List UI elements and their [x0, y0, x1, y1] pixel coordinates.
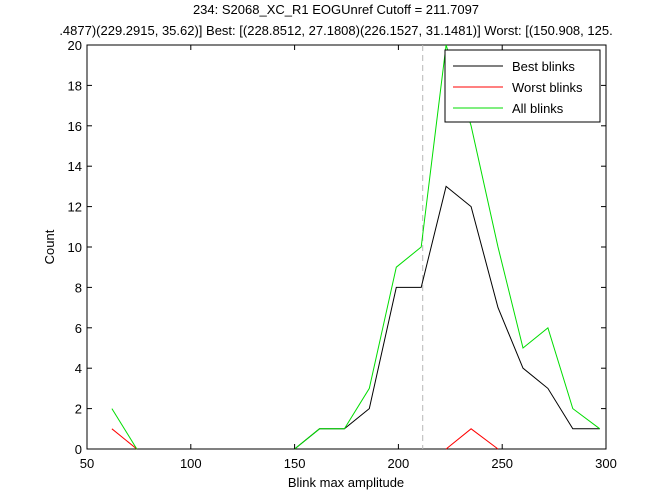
series-line-2-segment-1 [294, 44, 601, 450]
chart-title-line-2: .4877)(229.2915, 35.62)] Best: [(228.851… [59, 23, 612, 38]
x-tick-label: 200 [388, 456, 410, 471]
x-tick-label: 100 [180, 456, 202, 471]
series-line-1-segment-0 [111, 428, 138, 450]
y-tick-label: 12 [68, 200, 82, 215]
x-tick-label: 150 [284, 456, 306, 471]
y-tick-label: 20 [68, 38, 82, 53]
series-line-1-segment-1 [445, 428, 499, 450]
x-axis-title: Blink max amplitude [288, 475, 404, 490]
x-tick-label: 300 [595, 456, 617, 471]
legend-label-all: All blinks [512, 101, 564, 116]
legend-label-worst: Worst blinks [512, 80, 583, 95]
y-tick-label: 18 [68, 78, 82, 93]
legend-label-best: Best blinks [512, 59, 575, 74]
y-tick-label: 16 [68, 119, 82, 134]
y-tick-label: 8 [75, 280, 82, 295]
y-axis-title: Count [42, 229, 57, 264]
legend: Best blinks Worst blinks All blinks [444, 49, 601, 123]
legend-box [444, 49, 601, 123]
y-tick-label: 10 [68, 240, 82, 255]
y-tick-label: 4 [75, 361, 82, 376]
y-tick-label: 2 [75, 402, 82, 417]
y-tick-label: 14 [68, 159, 82, 174]
x-tick-label: 250 [491, 456, 513, 471]
y-tick-label: 0 [75, 442, 82, 457]
series-line-2-segment-0 [111, 408, 138, 450]
y-tick-label: 6 [75, 321, 82, 336]
x-tick-label: 50 [80, 456, 94, 471]
chart-title-line-1: 234: S2068_XC_R1 EOGUnref Cutoff = 211.7… [193, 2, 479, 17]
